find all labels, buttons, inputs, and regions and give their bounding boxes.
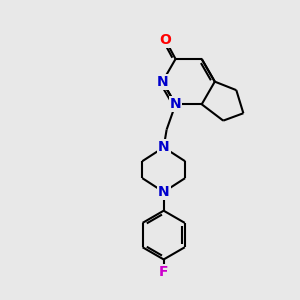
Text: F: F xyxy=(159,265,168,279)
Text: N: N xyxy=(170,97,182,111)
Text: O: O xyxy=(159,33,171,47)
Text: N: N xyxy=(157,75,168,88)
Text: N: N xyxy=(158,140,170,154)
Text: N: N xyxy=(158,185,170,199)
